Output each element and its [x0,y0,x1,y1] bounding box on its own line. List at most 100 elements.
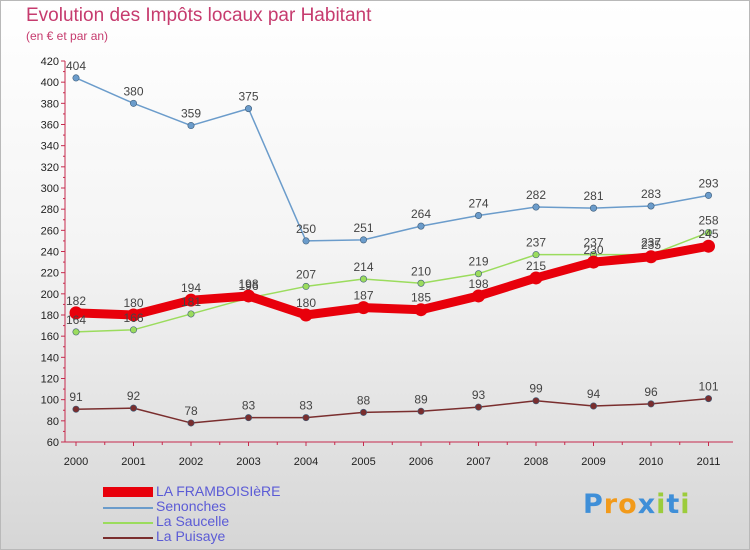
data-point-la-puisaye [302,414,310,422]
x-tick-label: 2001 [121,456,145,468]
y-tick-label: 380 [41,98,59,110]
data-point-la-saucelle [302,282,310,290]
data-point-la-saucelle [704,228,712,236]
data-label-la-framboisiere: 187 [353,289,373,303]
series-line-senonches [75,77,710,242]
data-label-la-puisaye: 99 [529,382,543,396]
data-point-la-framboisiere [587,255,600,269]
data-label-la-saucelle: 210 [411,264,431,278]
data-label-la-puisaye: 89 [414,392,428,406]
y-tick-label: 300 [41,183,59,195]
y-tick-label: 280 [41,204,59,216]
data-point-senonches [532,203,540,211]
data-label-la-framboisiere: 182 [66,294,86,308]
data-point-la-puisaye [359,408,367,416]
y-tick-label: 420 [41,56,59,68]
data-label-la-puisaye: 88 [357,393,371,407]
y-tick-label: 160 [41,331,59,343]
data-label-senonches: 274 [468,197,488,211]
y-tick-label: 340 [41,141,59,153]
logo-letter: x [637,489,657,520]
data-point-la-puisaye [130,404,138,412]
data-label-la-puisaye: 96 [644,385,658,399]
data-label-la-puisaye: 94 [587,387,601,401]
y-tick-label: 140 [41,352,59,364]
data-label-senonches: 380 [123,84,143,98]
data-label-senonches: 264 [411,207,431,221]
data-label-senonches: 251 [353,221,373,235]
data-point-senonches [245,105,253,113]
data-label-senonches: 375 [238,90,258,104]
data-point-la-framboisiere [127,308,140,322]
data-label-la-saucelle: 207 [296,267,316,281]
data-label-la-saucelle: 181 [181,295,201,309]
data-label-la-saucelle: 164 [66,313,86,327]
y-tick-label: 320 [41,162,59,174]
data-point-la-saucelle [532,251,540,259]
legend-swatch-la-framboisiere [103,487,153,497]
y-tick-label: 200 [41,289,59,301]
data-label-la-framboisiere: 180 [123,296,143,310]
data-point-la-puisaye [474,403,482,411]
data-label-la-puisaye: 78 [184,404,198,418]
data-label-la-framboisiere: 245 [698,227,718,241]
legend-swatch-senonches [103,507,153,509]
data-point-la-saucelle [417,279,425,287]
data-point-la-puisaye [647,400,655,408]
y-tick-label: 120 [41,374,59,386]
data-label-la-saucelle: 214 [353,260,373,274]
data-point-la-saucelle [130,326,138,334]
chart-title: Evolution des Impôts locaux par Habitant [26,5,372,26]
data-point-la-framboisiere [357,301,370,315]
data-point-senonches [589,204,597,212]
data-label-la-puisaye: 93 [472,388,486,402]
y-tick-label: 100 [41,395,59,407]
data-point-la-saucelle [359,275,367,283]
logo-letter: r [603,489,619,520]
data-label-la-saucelle: 237 [526,236,546,250]
data-point-la-framboisiere [299,308,313,322]
data-label-la-puisaye: 101 [698,380,718,394]
legend-swatch-la-puisaye [103,537,153,539]
proxiti-logo: Proxiti [583,489,691,520]
logo-letter: t [666,489,681,520]
logo-letter: P [583,489,604,520]
y-tick-label: 360 [41,120,59,132]
data-point-senonches [647,202,655,210]
legend-label-la-saucelle: La Saucelle [156,513,230,529]
data-label-la-framboisiere: 198 [238,277,258,291]
data-point-la-puisaye [532,397,540,405]
data-point-la-framboisiere [529,271,543,285]
data-label-la-saucelle: 258 [698,213,718,227]
data-point-senonches [359,236,367,244]
data-point-la-framboisiere [242,289,255,303]
data-point-la-puisaye [187,419,195,427]
data-label-la-framboisiere: 235 [641,238,661,252]
legend-swatch-la-saucelle [103,522,153,524]
data-point-la-framboisiere [702,239,715,253]
x-tick-label: 2005 [351,456,375,468]
y-tick-label: 240 [41,247,59,259]
data-label-la-puisaye: 83 [242,399,256,413]
data-label-la-saucelle: 166 [123,311,143,325]
series-line-la-puisaye [75,397,710,424]
legend-label-senonches: Senonches [156,498,227,514]
logo-letter: o [618,489,638,520]
data-point-senonches [187,122,195,130]
data-point-la-puisaye [245,414,253,422]
x-tick-label: 2006 [409,456,433,468]
data-point-senonches [72,74,80,82]
x-tick-label: 2010 [639,456,663,468]
legend-label-la-framboisiere: LA FRAMBOISIèRE [156,483,281,499]
x-tick-label: 2004 [294,456,318,468]
y-tick-label: 80 [47,416,59,428]
legend-label-la-puisaye: La Puisaye [156,528,226,544]
data-label-senonches: 282 [526,188,546,202]
x-tick-label: 2008 [524,456,548,468]
data-point-la-puisaye [417,407,425,415]
data-label-senonches: 281 [583,189,603,203]
logo-letter: i [680,489,691,520]
data-point-senonches [704,191,712,199]
data-point-la-framboisiere [644,250,658,264]
x-tick-label: 2007 [466,456,490,468]
